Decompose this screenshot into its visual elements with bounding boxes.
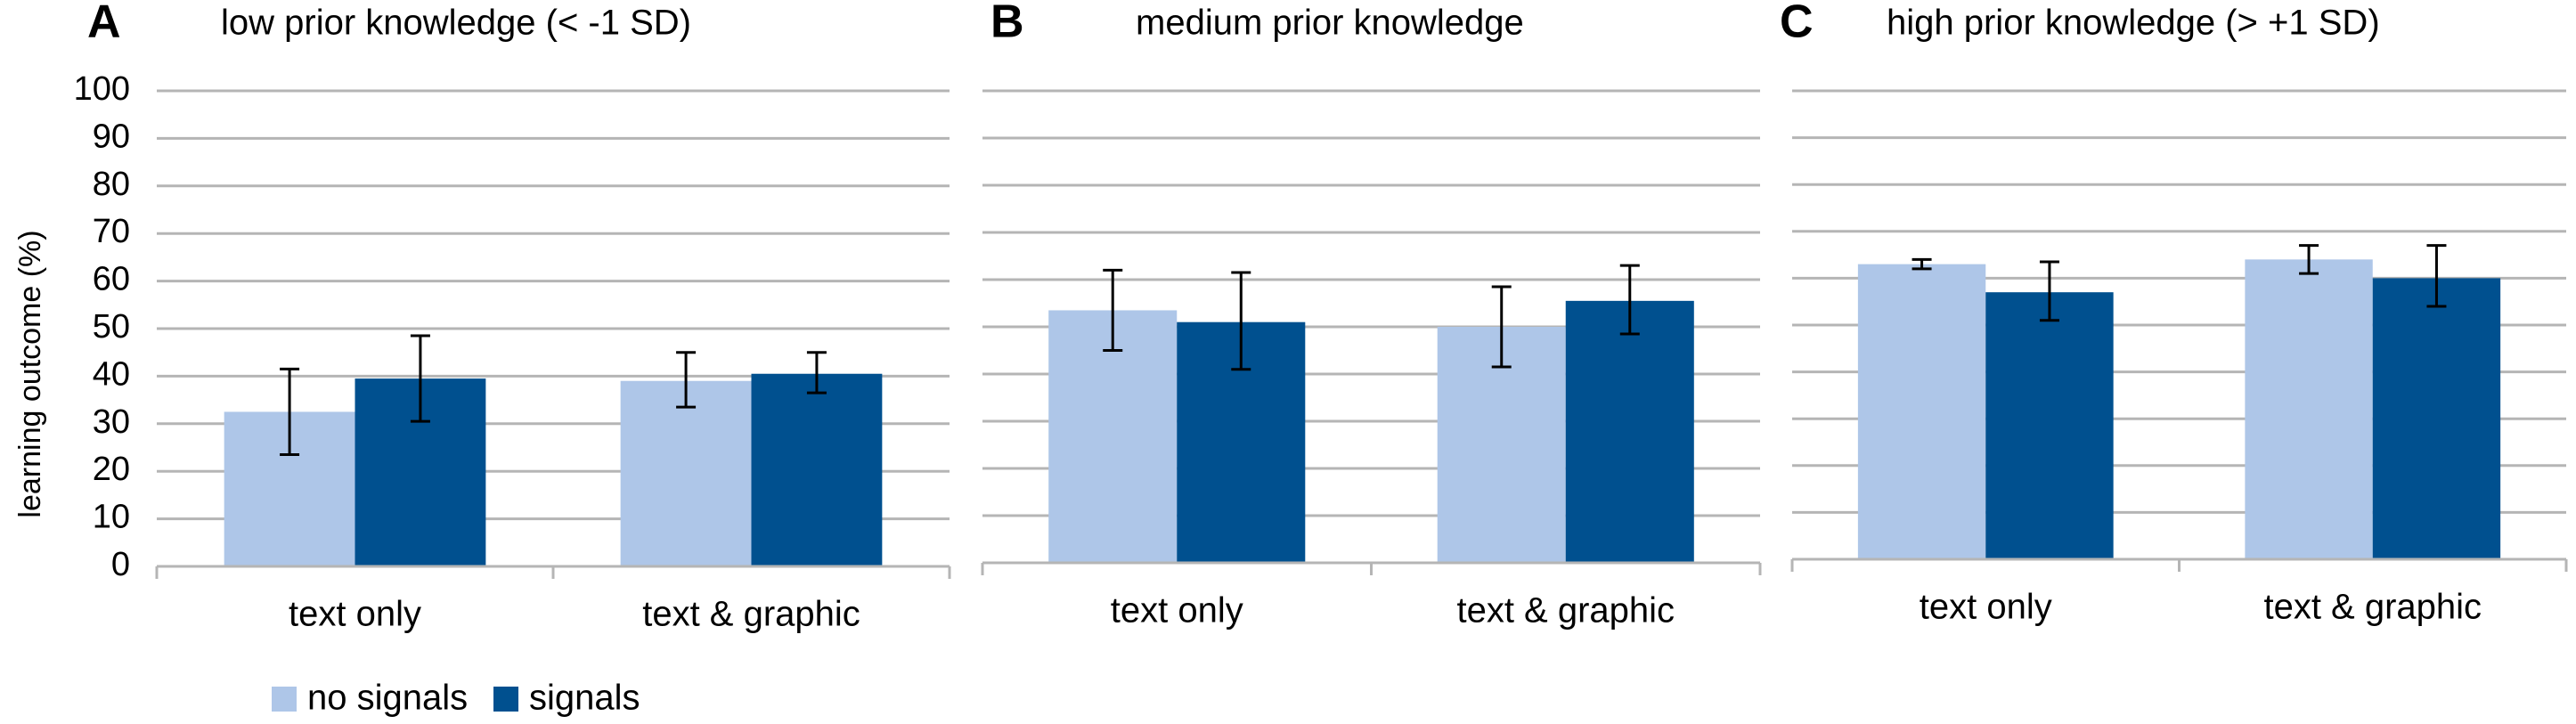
panel-letter: A [87,0,121,48]
y-tick-label: 100 [74,70,130,108]
bar-no-signals-0 [1048,310,1178,563]
x-category-label: text & graphic [1456,591,1675,630]
legend: no signals signals [272,679,640,718]
panel-title: low prior knowledge (< -1 SD) [221,4,691,43]
x-category-label: text & graphic [2263,588,2482,627]
y-axis-label: learning outcome (%) [13,230,47,517]
y-tick-label: 0 [111,546,130,583]
y-tick-label: 80 [93,166,130,203]
legend-label: signals [529,679,640,718]
chart-panel-b: text only text & graphic B medium prior kno… [981,0,1762,630]
bar-signals-1 [1565,300,1694,563]
y-tick-label: 40 [93,355,130,393]
panel-letter: B [990,0,1024,48]
bar-signals-0 [1985,292,2114,559]
x-category-label: text & graphic [642,595,860,634]
x-category-label: text only [1920,588,2052,627]
y-tick-label: 10 [93,499,130,536]
legend-item-no-signals: no signals [272,679,468,718]
y-tick-label: 70 [93,213,130,250]
chart-panel-c: text only text & graphic C high prior knowl… [1780,0,2568,627]
x-category-label: text only [289,595,421,634]
bar-no-signals-0 [1857,264,1986,559]
y-tick-label: 30 [93,403,130,441]
bar-signals-1 [751,373,883,566]
legend-item-signals: signals [493,679,640,718]
chart-panels: 0 10 20 30 40 50 60 70 80 90 100 text only text & gr… [74,0,2568,634]
panel-title: high prior knowledge (> +1 SD) [1887,4,2380,43]
y-tick-label: 50 [93,308,130,346]
bar-no-signals-1 [620,380,752,566]
x-category-label: text only [1111,591,1243,630]
chart-panel-a: 0 10 20 30 40 50 60 70 80 90 100 text only text & gr… [74,0,951,634]
bar-no-signals-1 [2245,259,2373,559]
legend-label: no signals [307,679,468,718]
y-tick-label: 60 [93,261,130,298]
y-tick-label: 20 [93,451,130,488]
panel-letter: C [1780,0,1814,48]
y-tick-label: 90 [93,118,130,155]
panel-title: medium prior knowledge [1136,4,1524,43]
bar-signals-1 [2372,278,2501,559]
legend-swatch [493,687,518,712]
legend-swatch [272,687,297,712]
